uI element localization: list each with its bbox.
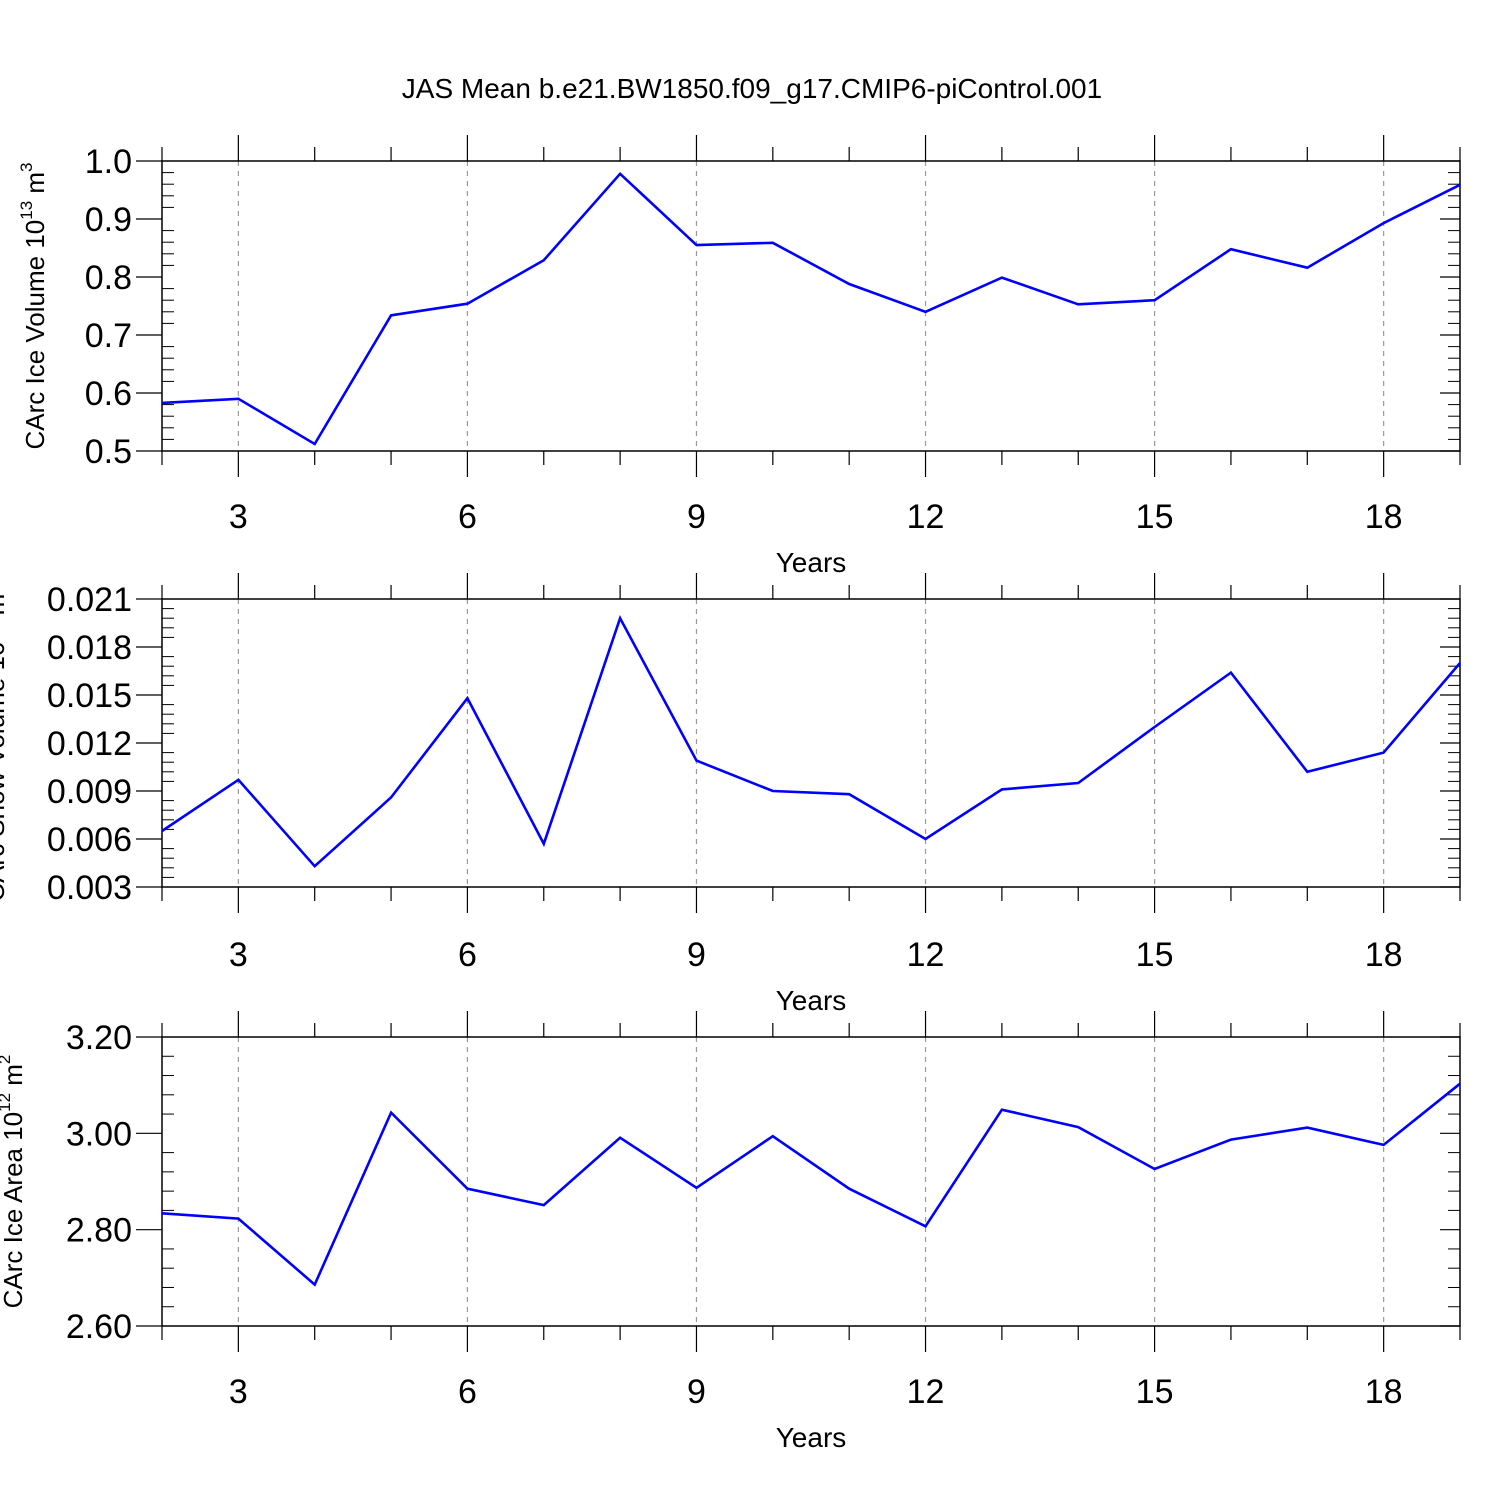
y-tick-label: 0.6 <box>85 375 132 413</box>
x-tick-label: 18 <box>1365 1373 1403 1411</box>
x-tick-label: 6 <box>458 936 477 974</box>
chart-panel-2: 0.003 0.006 0.009 0.012 0.015 0.018 0.021 3 6 9 12… <box>0 573 1461 1016</box>
x-tick-label: 18 <box>1365 498 1403 536</box>
x-tick-label: 9 <box>687 1373 706 1411</box>
x-tick-label: 9 <box>687 498 706 536</box>
x-tick-label: 6 <box>458 498 477 536</box>
y-tick-label: 0.9 <box>85 201 132 239</box>
x-axis-label: Years <box>776 1422 847 1453</box>
x-tick-label: 12 <box>907 1373 945 1411</box>
x-tick-label: 15 <box>1136 1373 1174 1411</box>
chart-title: JAS Mean b.e21.BW1850.f09_g17.CMIP6-piCo… <box>402 73 1102 104</box>
y-tick-label: 0.015 <box>47 677 132 715</box>
y-tick-label: 0.009 <box>47 773 132 811</box>
y-tick-label: 0.012 <box>47 725 132 763</box>
plot-frame <box>161 1036 1461 1327</box>
series-line <box>161 171 1461 446</box>
series-line <box>161 1082 1461 1287</box>
y-tick-label: 0.006 <box>47 821 132 859</box>
y-tick-label: 0.7 <box>85 317 132 355</box>
y-tick-label: 3.00 <box>66 1115 132 1153</box>
plot-frame <box>161 160 1461 452</box>
x-tick-label: 15 <box>1136 498 1174 536</box>
x-axis-label: Years <box>776 985 847 1016</box>
y-tick-label: 0.021 <box>47 581 132 619</box>
plot-frame <box>161 598 1461 888</box>
y-axis-label: CArc Ice Volume 1013 m3 <box>17 162 50 449</box>
y-tick-label: 0.003 <box>47 869 132 907</box>
x-tick-label: 9 <box>687 936 706 974</box>
x-tick-label: 15 <box>1136 936 1174 974</box>
x-axis-label: Years <box>776 547 847 578</box>
y-tick-label: 0.8 <box>85 259 132 297</box>
y-tick-label: 2.80 <box>66 1212 132 1250</box>
x-tick-label: 12 <box>907 936 945 974</box>
x-tick-label: 12 <box>907 498 945 536</box>
x-tick-label: 3 <box>229 498 248 536</box>
y-tick-label: 2.60 <box>66 1308 132 1346</box>
y-tick-label: 0.018 <box>47 629 132 667</box>
y-tick-label: 1.0 <box>85 143 132 181</box>
chart-panel-1: 0.5 0.6 0.7 0.8 0.9 1.0 3 6 9 12 15 18 Years CArc Ice… <box>17 135 1461 578</box>
x-tick-label: 3 <box>229 1373 248 1411</box>
x-tick-label: 6 <box>458 1373 477 1411</box>
x-tick-label: 18 <box>1365 936 1403 974</box>
y-tick-label: 0.5 <box>85 433 132 471</box>
series-line <box>161 614 1461 869</box>
y-axis-label: CArc Snow Volume 1013 m3 <box>0 584 10 901</box>
chart-panel-3: 2.60 2.80 3.00 3.20 3 6 9 12 15 18 Years CArc Ice A… <box>0 1011 1461 1453</box>
y-tick-label: 3.20 <box>66 1019 132 1057</box>
x-tick-label: 3 <box>229 936 248 974</box>
y-axis-label: CArc Ice Area 1012 m2 <box>0 1055 28 1309</box>
